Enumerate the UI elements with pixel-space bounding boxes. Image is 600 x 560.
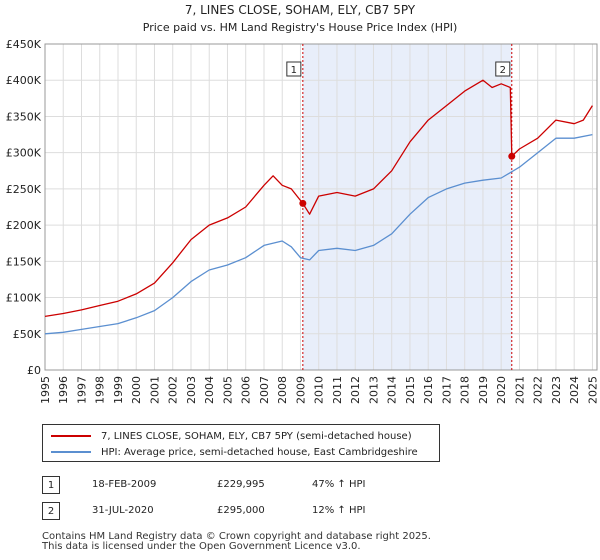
x-tick-label: 2016: [422, 376, 435, 404]
x-tick-label: 2018: [459, 376, 472, 404]
x-tick-label: 2020: [495, 376, 508, 404]
y-tick-label: £0: [27, 364, 41, 377]
x-tick-label: 2005: [221, 376, 234, 404]
y-tick-label: £200K: [6, 219, 42, 232]
x-tick-label: 2009: [294, 376, 307, 404]
transaction-date: 18-FEB-2009: [92, 479, 157, 490]
hpi-line: [44, 133, 593, 335]
legend: 7, LINES CLOSE, SOHAM, ELY, CB7 5PY (sem…: [42, 424, 440, 462]
transaction-row: 2 31-JUL-2020 £295,000 12% ↑ HPI: [42, 502, 462, 528]
x-tick-label: 1996: [57, 376, 70, 404]
x-tick-label: 1997: [75, 376, 88, 404]
x-tick-label: 2022: [532, 376, 545, 404]
y-tick-label: £450K: [6, 38, 42, 51]
y-tick-label: £50K: [13, 328, 42, 341]
legend-swatch-hpi: [51, 451, 91, 453]
x-tick-label: 2006: [240, 376, 253, 404]
x-tick-label: 1999: [112, 376, 125, 404]
annotation-badge: [286, 61, 302, 77]
y-tick-label: £350K: [6, 110, 42, 123]
annotation-label: 1: [291, 65, 297, 76]
x-tick-label: 2002: [167, 376, 180, 404]
legend-item-property: 7, LINES CLOSE, SOHAM, ELY, CB7 5PY (sem…: [51, 428, 412, 444]
x-tick-label: 2013: [367, 376, 380, 404]
annotation-label: 2: [500, 65, 506, 76]
transaction-badge: 2: [42, 502, 60, 520]
footer-license: This data is licensed under the Open Gov…: [42, 541, 361, 552]
price-chart: 7, LINES CLOSE, SOHAM, ELY, CB7 5PY Pric…: [6, 3, 600, 404]
y-tick-label: £100K: [6, 292, 42, 305]
chart-subtitle: Price paid vs. HM Land Registry's House …: [143, 21, 458, 34]
x-tick-label: 2024: [568, 376, 581, 404]
x-tick-label: 1998: [94, 376, 107, 404]
legend-swatch-property: [51, 435, 91, 437]
annotation-badge: [495, 61, 511, 77]
x-tick-label: 2021: [513, 376, 526, 404]
chart-title: 7, LINES CLOSE, SOHAM, ELY, CB7 5PY: [185, 3, 416, 17]
footer-copyright: Contains HM Land Registry data © Crown c…: [42, 531, 431, 542]
ownership-shading: [302, 44, 512, 370]
transaction-price: £295,000: [217, 505, 265, 516]
x-tick-label: 2011: [331, 376, 344, 404]
x-tick-label: 2010: [313, 376, 326, 404]
x-tick-label: 2003: [185, 376, 198, 404]
transaction-hpi: 47% ↑ HPI: [312, 479, 366, 490]
legend-label-property: 7, LINES CLOSE, SOHAM, ELY, CB7 5PY (sem…: [101, 430, 412, 442]
y-tick-label: £250K: [6, 183, 42, 196]
x-tick-label: 2025: [586, 376, 599, 404]
x-tick-label: 2001: [148, 376, 161, 404]
transaction-date: 31-JUL-2020: [92, 505, 154, 516]
x-tick-label: 2017: [440, 376, 453, 404]
x-tick-label: 2015: [404, 376, 417, 404]
x-tick-label: 2000: [130, 376, 143, 404]
x-tick-label: 2007: [258, 376, 271, 404]
transaction-price: £229,995: [217, 479, 265, 490]
y-tick-label: £150K: [6, 255, 42, 268]
x-tick-label: 2008: [276, 376, 289, 404]
x-tick-label: 2014: [386, 376, 399, 404]
x-tick-label: 1995: [39, 376, 52, 404]
transaction-badge: 1: [42, 476, 60, 494]
sale-marker: [508, 152, 516, 160]
x-tick-label: 2004: [203, 376, 216, 404]
x-tick-label: 2019: [477, 376, 490, 404]
sale-marker: [299, 199, 307, 207]
plot-frame: [44, 43, 598, 371]
transactions-table: 1 18-FEB-2009 £229,995 47% ↑ HPI 2 31-JU…: [42, 476, 462, 528]
legend-item-hpi: HPI: Average price, semi-detached house,…: [51, 444, 418, 460]
y-tick-label: £400K: [6, 74, 42, 87]
footer: Contains HM Land Registry data © Crown c…: [42, 532, 431, 552]
transaction-row: 1 18-FEB-2009 £229,995 47% ↑ HPI: [42, 476, 462, 502]
x-tick-label: 2023: [550, 376, 563, 404]
x-tick-label: 2012: [349, 376, 362, 404]
transaction-hpi: 12% ↑ HPI: [312, 505, 366, 516]
legend-label-hpi: HPI: Average price, semi-detached house,…: [101, 446, 418, 458]
property-price-line: [44, 79, 593, 318]
y-tick-label: £300K: [6, 147, 42, 160]
